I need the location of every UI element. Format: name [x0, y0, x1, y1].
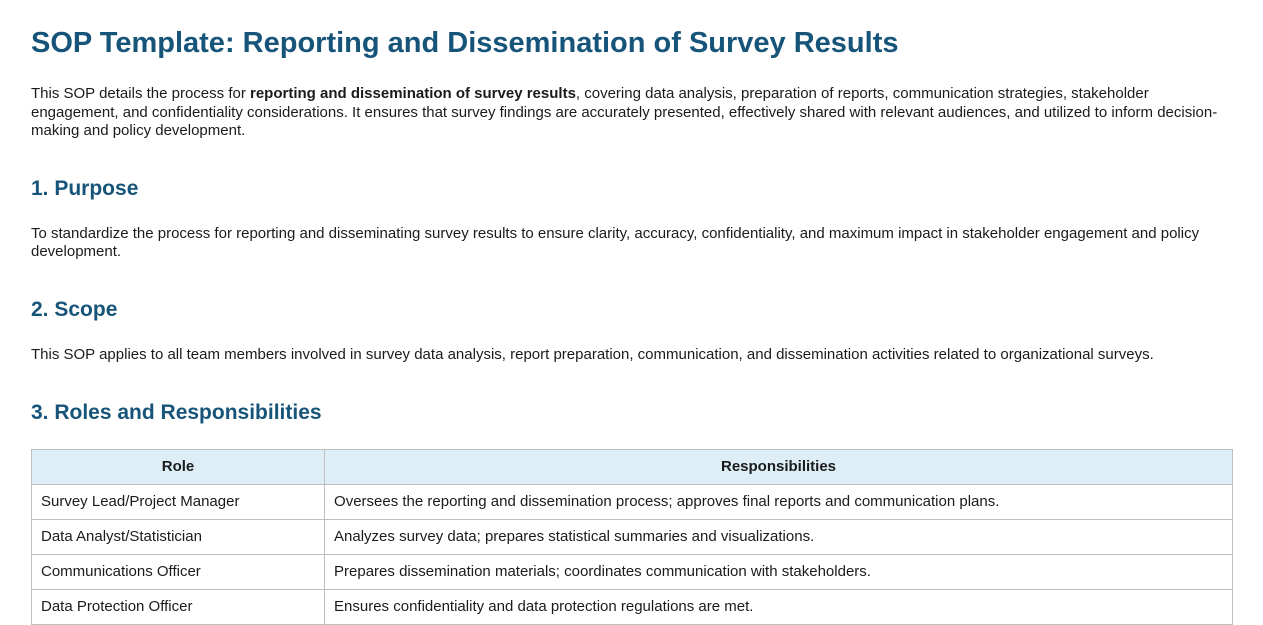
page-title: SOP Template: Reporting and Disseminatio… — [31, 27, 899, 59]
table-row: Data Analyst/Statistician Analyzes surve… — [30, 518, 1233, 555]
responsibilities-cell: Ensures confidentiality and data protect… — [324, 588, 1233, 625]
table-row: Survey Lead/Project Manager Oversees the… — [30, 483, 1233, 520]
scope-paragraph: This SOP applies to all team members inv… — [31, 346, 1154, 364]
intro-text-after: , covering data analysis, preparation of… — [31, 85, 1218, 140]
role-cell: Communications Officer — [30, 553, 326, 590]
section-heading-scope: 2. Scope — [31, 297, 118, 321]
intro-text-before: This SOP details the process for — [31, 85, 250, 103]
intro-paragraph: This SOP details the process for reporti… — [31, 85, 1233, 141]
responsibilities-cell: Analyzes survey data; prepares statistic… — [324, 518, 1233, 555]
responsibilities-cell: Oversees the reporting and dissemination… — [324, 483, 1233, 520]
role-cell: Data Analyst/Statistician — [30, 518, 326, 555]
purpose-paragraph: To standardize the process for reporting… — [31, 224, 1200, 261]
role-cell: Data Protection Officer — [30, 588, 326, 625]
intro-text-bold: reporting and dissemination of survey re… — [250, 85, 576, 103]
responsibilities-cell: Prepares dissemination materials; coordi… — [324, 553, 1233, 590]
section-heading-roles: 3. Roles and Responsibilities — [31, 400, 322, 424]
table-row: Data Protection Officer Ensures confiden… — [30, 588, 1233, 625]
section-heading-purpose: 1. Purpose — [31, 176, 139, 200]
role-column-header: Role — [30, 448, 326, 485]
table-row: Communications Officer Prepares dissemin… — [30, 553, 1233, 590]
table-header-row: Role Responsibilities — [30, 448, 1233, 485]
role-cell: Survey Lead/Project Manager — [30, 483, 326, 520]
roles-responsibilities-table: Role Responsibilities Survey Lead/Projec… — [30, 448, 1233, 625]
responsibilities-column-header: Responsibilities — [324, 448, 1233, 485]
